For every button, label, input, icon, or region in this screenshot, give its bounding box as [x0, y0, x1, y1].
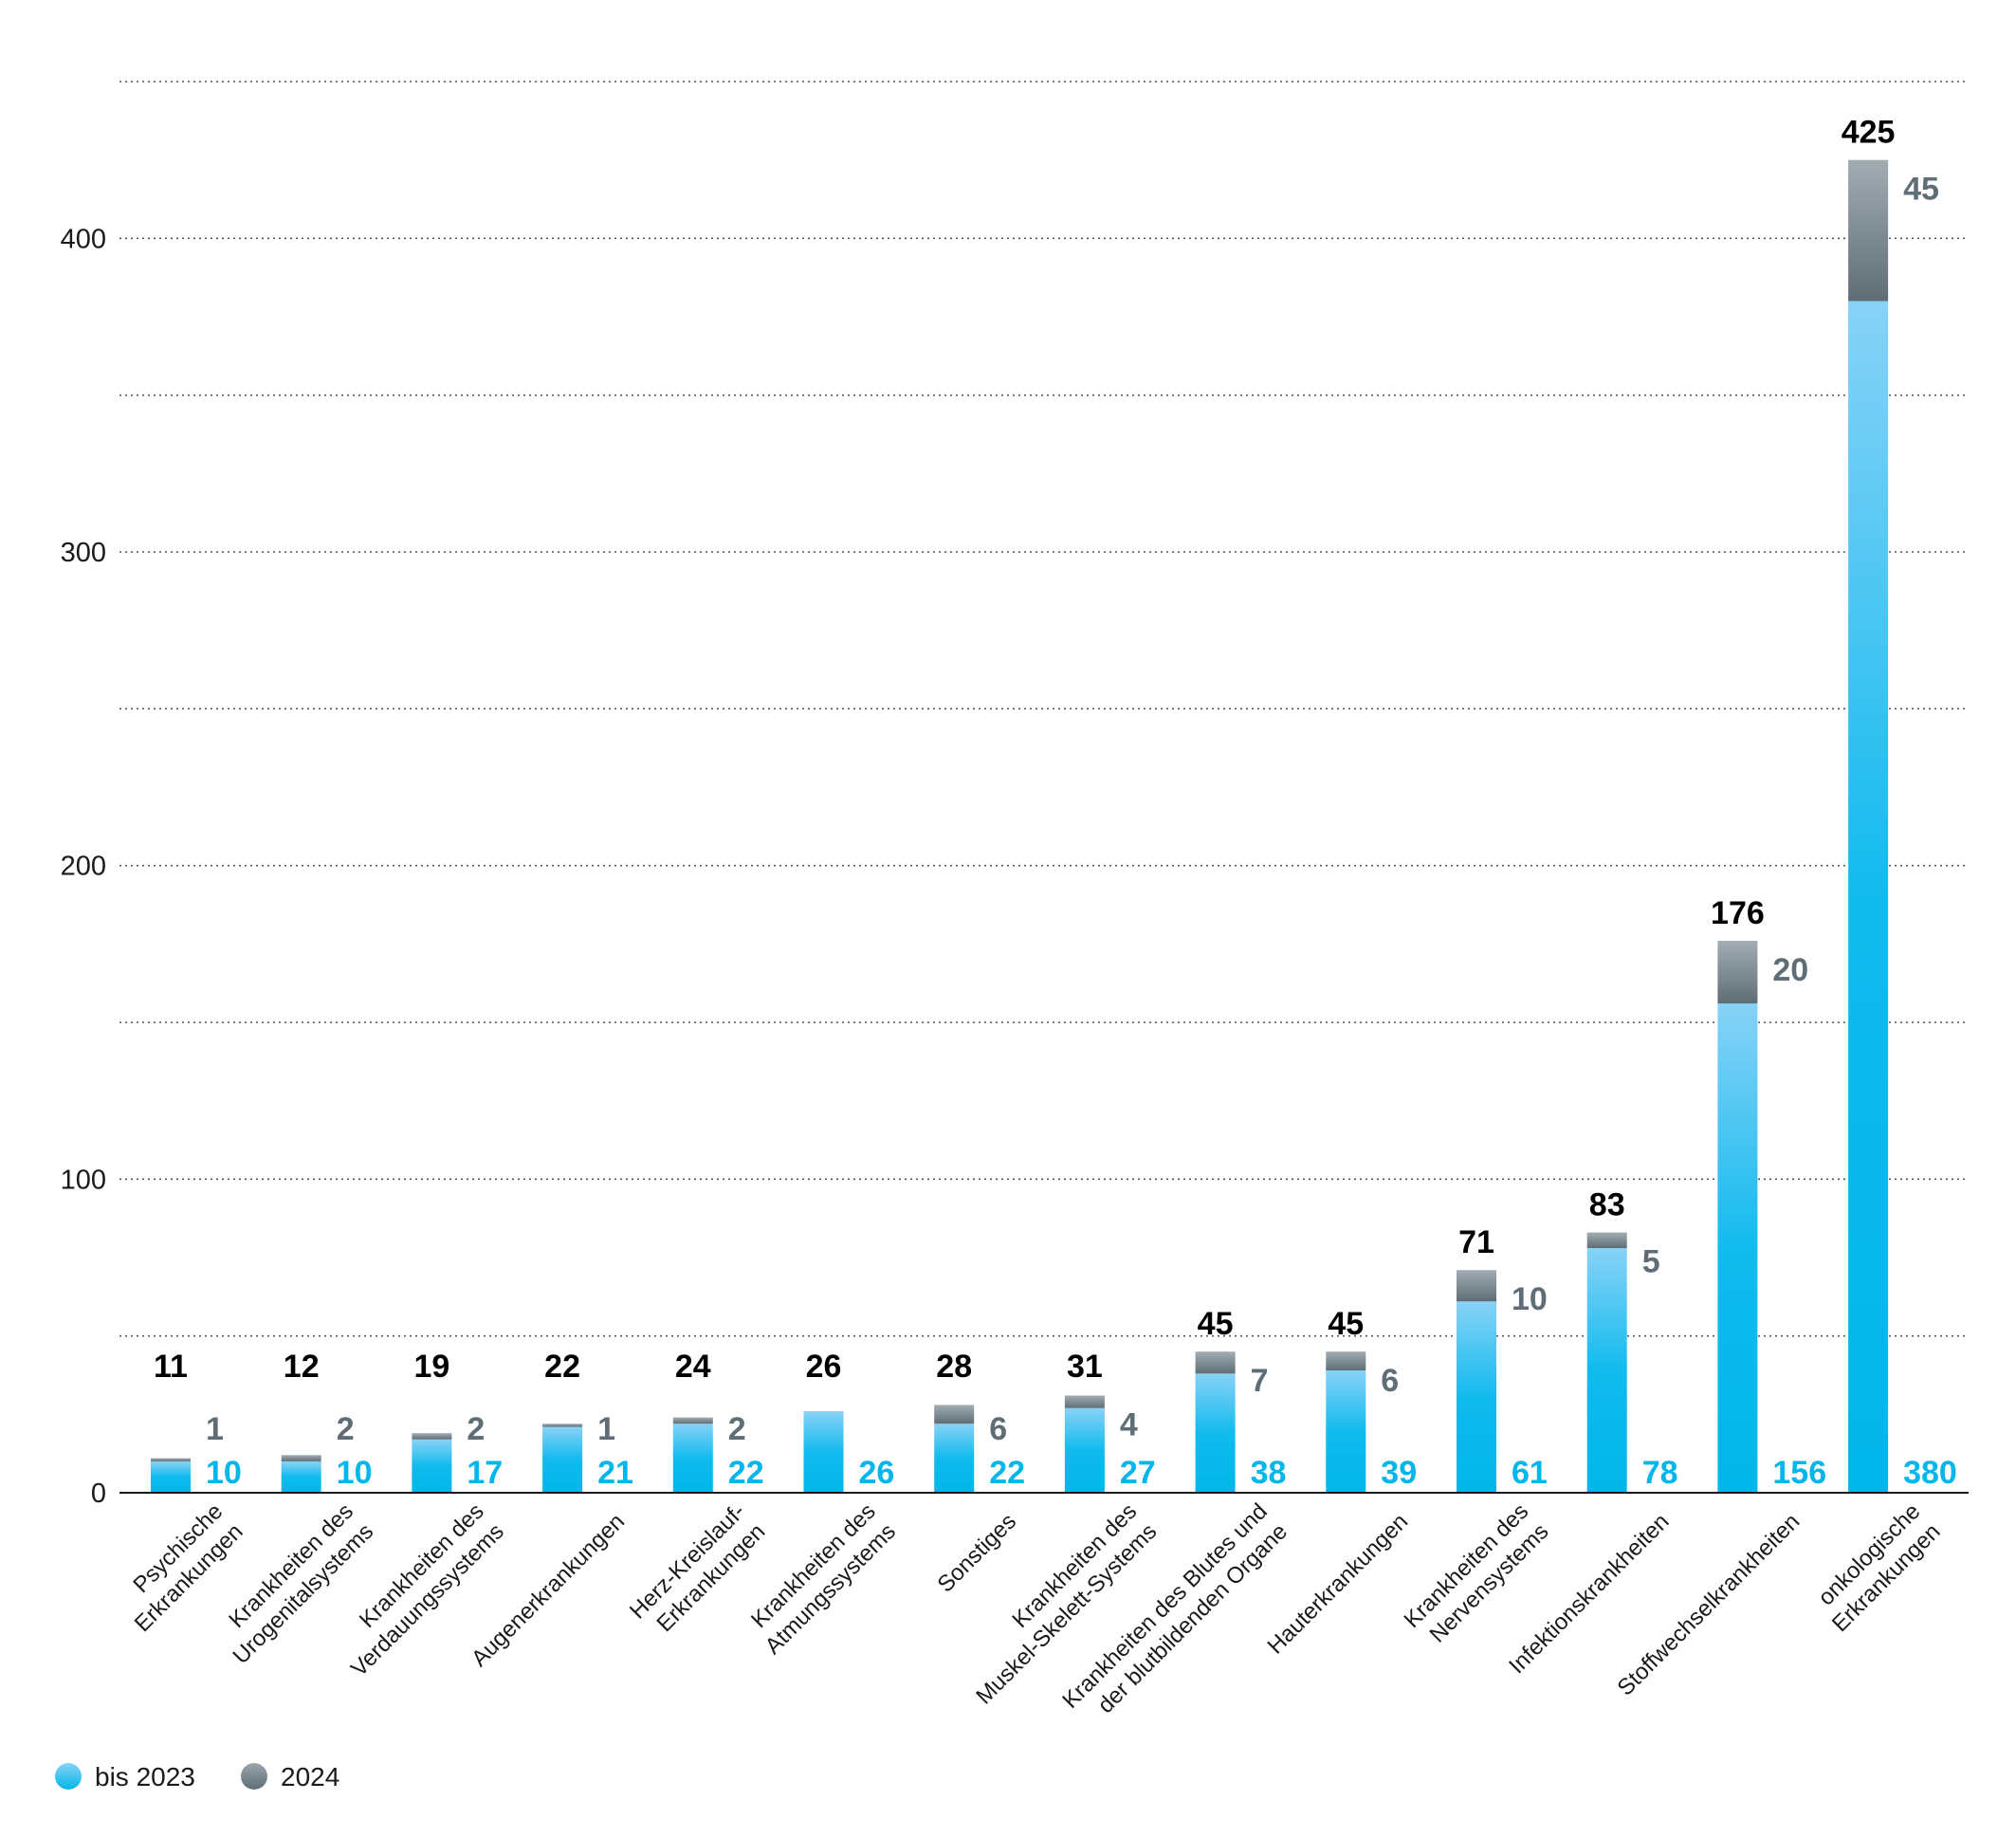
x-tick-label: Herz-Kreislauf-Erkrankungen: [625, 1498, 770, 1637]
total-label: 22: [544, 1349, 580, 1385]
value-label-2024: 2: [467, 1411, 485, 1447]
value-label-bis-2023: 39: [1381, 1455, 1417, 1491]
total-label: 26: [806, 1349, 842, 1385]
value-label-bis-2023: 22: [989, 1455, 1025, 1491]
value-label-2024: 5: [1642, 1244, 1660, 1280]
bar-bis-2023: [1195, 1373, 1236, 1493]
bar-2024: [412, 1433, 452, 1440]
legend-swatch-2024: [241, 1763, 267, 1790]
y-tick-label: 200: [61, 852, 106, 882]
value-label-2024: 2: [728, 1411, 746, 1447]
value-label-bis-2023: 17: [467, 1455, 503, 1491]
bar-2024: [281, 1455, 321, 1461]
bar-2024: [151, 1458, 191, 1461]
total-label: 45: [1198, 1306, 1234, 1342]
total-label: 83: [1589, 1187, 1625, 1223]
value-label-2024: 1: [597, 1411, 615, 1447]
total-label: 11: [154, 1349, 188, 1385]
total-label: 19: [413, 1349, 449, 1385]
value-label-bis-2023: 38: [1251, 1455, 1287, 1491]
bar-bis-2023: [151, 1460, 191, 1493]
total-label: 31: [1067, 1349, 1103, 1385]
bar-2024: [1717, 941, 1758, 1004]
bar-bis-2023: [1717, 1003, 1758, 1493]
value-label-2024: 1: [206, 1411, 224, 1447]
bar-bis-2023: [672, 1424, 713, 1493]
bar-bis-2023: [1326, 1370, 1366, 1493]
value-label-bis-2023: 22: [728, 1455, 764, 1491]
y-tick-label: 400: [61, 224, 106, 254]
total-label: 425: [1842, 115, 1896, 151]
value-label-bis-2023: 156: [1772, 1455, 1826, 1491]
value-label-2024: 7: [1251, 1363, 1269, 1399]
x-tick-label: Sonstiges: [932, 1509, 1021, 1598]
bar-bis-2023: [1064, 1407, 1105, 1493]
value-label-2024: 6: [1381, 1363, 1399, 1399]
total-label: 24: [675, 1349, 711, 1385]
bar-bis-2023: [542, 1426, 583, 1493]
data-labels: 1110112102191722221124222262628226312744…: [154, 115, 1957, 1491]
bar-bis-2023: [281, 1460, 321, 1493]
bar-bis-2023: [934, 1424, 975, 1493]
gridlines: [119, 81, 1969, 1337]
bar-bis-2023: [1848, 301, 1889, 1493]
value-label-2024: 4: [1120, 1406, 1138, 1442]
value-label-bis-2023: 78: [1642, 1455, 1678, 1491]
bar-2024: [1195, 1351, 1236, 1374]
y-tick-label: 300: [61, 538, 106, 568]
bars: [151, 159, 1889, 1493]
bar-2024: [1326, 1351, 1366, 1371]
value-label-2024: 20: [1772, 952, 1808, 988]
total-label: 28: [936, 1349, 972, 1385]
bar-2024: [672, 1417, 713, 1424]
value-label-2024: 45: [1903, 172, 1939, 208]
value-label-2024: 10: [1512, 1281, 1548, 1317]
y-tick-label: 0: [91, 1479, 106, 1509]
legend-label-2024: 2024: [281, 1762, 339, 1791]
bar-2024: [1848, 159, 1889, 302]
value-label-bis-2023: 21: [597, 1455, 633, 1491]
total-label: 71: [1458, 1224, 1494, 1260]
value-label-2024: 6: [989, 1411, 1007, 1447]
bar-bis-2023: [803, 1411, 844, 1493]
bar-bis-2023: [412, 1439, 452, 1493]
bar-2024: [1064, 1395, 1105, 1408]
bar-bis-2023: [1586, 1248, 1627, 1493]
bar-bis-2023: [1457, 1301, 1496, 1493]
value-label-bis-2023: 10: [206, 1455, 242, 1491]
legend-label-bis-2023: bis 2023: [95, 1762, 195, 1791]
y-axis-ticks: 0 100 200 300 400: [61, 224, 106, 1509]
total-label: 176: [1711, 895, 1765, 931]
y-tick-label: 100: [61, 1165, 106, 1195]
x-tick-label-line: Sonstiges: [932, 1509, 1021, 1598]
legend-swatch-bis-2023: [55, 1763, 82, 1790]
bar-2024: [1586, 1232, 1627, 1249]
value-label-bis-2023: 27: [1120, 1455, 1156, 1491]
value-label-bis-2023: 61: [1512, 1455, 1548, 1491]
value-label-bis-2023: 10: [337, 1455, 373, 1491]
bar-2024: [934, 1405, 975, 1424]
legend: bis 2023 2024: [55, 1762, 339, 1791]
bar-2024: [542, 1424, 583, 1427]
value-label-2024: 2: [337, 1411, 355, 1447]
value-label-bis-2023: 380: [1903, 1455, 1957, 1491]
total-label: 12: [284, 1349, 320, 1385]
total-label: 45: [1328, 1306, 1364, 1342]
value-label-bis-2023: 26: [859, 1455, 895, 1491]
bar-2024: [1457, 1270, 1496, 1302]
